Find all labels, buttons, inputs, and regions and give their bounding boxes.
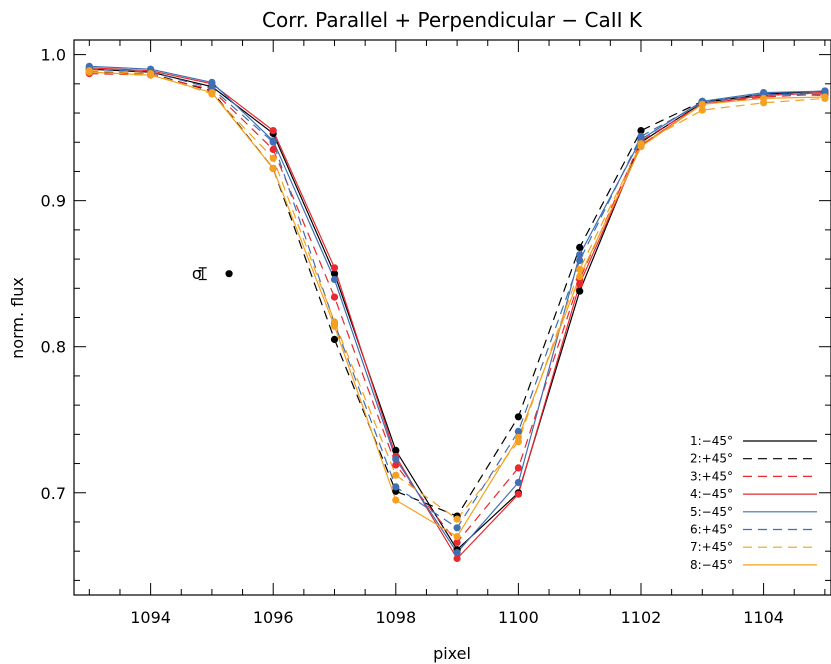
sigma-point bbox=[225, 270, 233, 278]
legend-label-7: 7:+45° bbox=[690, 540, 733, 554]
legend-label-6: 6:+45° bbox=[690, 523, 733, 537]
data-point-series-5 bbox=[330, 275, 339, 284]
x-tick-label: 1096 bbox=[253, 608, 294, 627]
chart-title: Corr. Parallel + Perpendicular − CaII K bbox=[262, 8, 643, 32]
data-point-series-4 bbox=[576, 280, 584, 288]
data-point-series-8 bbox=[637, 143, 645, 151]
data-point-series-3 bbox=[453, 538, 461, 547]
series-line-8 bbox=[89, 71, 825, 538]
sigma-annotation: σ bbox=[192, 264, 233, 283]
series-line-2 bbox=[89, 71, 825, 517]
series-line-4 bbox=[89, 67, 825, 560]
data-point-series-6 bbox=[392, 483, 400, 491]
legend: 1:−45° 2:+45° 3:+45° 4:−45° 5:−45° 6:+45° 7:+4… bbox=[690, 434, 817, 572]
data-point-series-8 bbox=[821, 93, 829, 101]
data-point-series-7 bbox=[698, 106, 706, 114]
x-axis-label: pixel bbox=[433, 644, 471, 663]
axis-ticks: 1094 1096 1098 1100 1102 1104 0.7 0.8 0.9 1.0 bbox=[41, 40, 831, 627]
x-tick-label: 1094 bbox=[130, 608, 171, 627]
data-point-series-7 bbox=[576, 265, 584, 273]
data-point-series-2 bbox=[330, 335, 339, 343]
plot-area bbox=[85, 62, 829, 563]
data-point-series-2 bbox=[637, 127, 645, 135]
legend-label-4: 4:−45° bbox=[690, 487, 733, 501]
legend-label-8: 8:−45° bbox=[690, 558, 733, 572]
data-point-series-4 bbox=[269, 127, 277, 135]
data-point-series-8 bbox=[330, 322, 339, 330]
legend-label-2: 2:+45° bbox=[690, 452, 733, 466]
data-point-series-5 bbox=[514, 478, 523, 487]
data-point-series-8 bbox=[698, 100, 706, 108]
data-point-series-6 bbox=[514, 427, 523, 435]
x-tick-label: 1102 bbox=[621, 608, 662, 627]
x-tick-label: 1104 bbox=[743, 608, 784, 627]
data-point-series-6 bbox=[637, 132, 645, 140]
data-point-series-8 bbox=[208, 89, 216, 97]
data-point-series-8 bbox=[269, 164, 277, 173]
data-point-series-6 bbox=[269, 138, 277, 146]
data-point-series-8 bbox=[760, 94, 768, 102]
data-point-series-8 bbox=[85, 68, 93, 76]
data-point-series-4 bbox=[514, 490, 523, 498]
data-point-series-4 bbox=[330, 264, 339, 272]
data-point-series-5 bbox=[208, 78, 216, 86]
y-axis-label: norm. flux bbox=[8, 277, 27, 359]
data-point-series-8 bbox=[147, 71, 155, 79]
data-point-series-8 bbox=[576, 273, 584, 281]
sigma-label: σ bbox=[192, 264, 202, 283]
data-point-series-7 bbox=[269, 154, 277, 162]
data-point-series-3 bbox=[392, 461, 400, 469]
data-point-series-1 bbox=[330, 270, 339, 278]
y-tick-label: 0.8 bbox=[41, 338, 66, 357]
data-point-series-2 bbox=[576, 243, 584, 251]
y-tick-label: 0.9 bbox=[41, 192, 66, 211]
legend-label-1: 1:−45° bbox=[690, 434, 733, 448]
data-point-series-5 bbox=[576, 251, 584, 259]
legend-label-3: 3:+45° bbox=[690, 469, 733, 483]
x-tick-label: 1100 bbox=[498, 608, 539, 627]
y-tick-label: 1.0 bbox=[41, 46, 66, 65]
data-point-series-4 bbox=[453, 554, 461, 563]
data-point-series-3 bbox=[514, 464, 523, 472]
data-point-series-6 bbox=[576, 256, 584, 265]
data-point-series-5 bbox=[392, 455, 400, 463]
data-point-series-2 bbox=[514, 413, 523, 421]
x-tick-label: 1098 bbox=[375, 608, 416, 627]
data-point-series-3 bbox=[269, 145, 277, 154]
data-point-series-1 bbox=[392, 446, 400, 454]
legend-label-5: 5:−45° bbox=[690, 505, 733, 519]
data-point-series-5 bbox=[453, 549, 461, 557]
data-point-series-6 bbox=[453, 524, 461, 532]
data-point-series-7 bbox=[453, 515, 461, 523]
data-point-series-8 bbox=[514, 433, 523, 441]
data-point-series-3 bbox=[330, 293, 339, 301]
data-point-series-8 bbox=[392, 496, 400, 504]
data-point-series-8 bbox=[453, 533, 461, 541]
data-point-series-7 bbox=[392, 471, 400, 479]
y-tick-label: 0.7 bbox=[41, 484, 66, 503]
data-point-series-1 bbox=[576, 287, 584, 295]
